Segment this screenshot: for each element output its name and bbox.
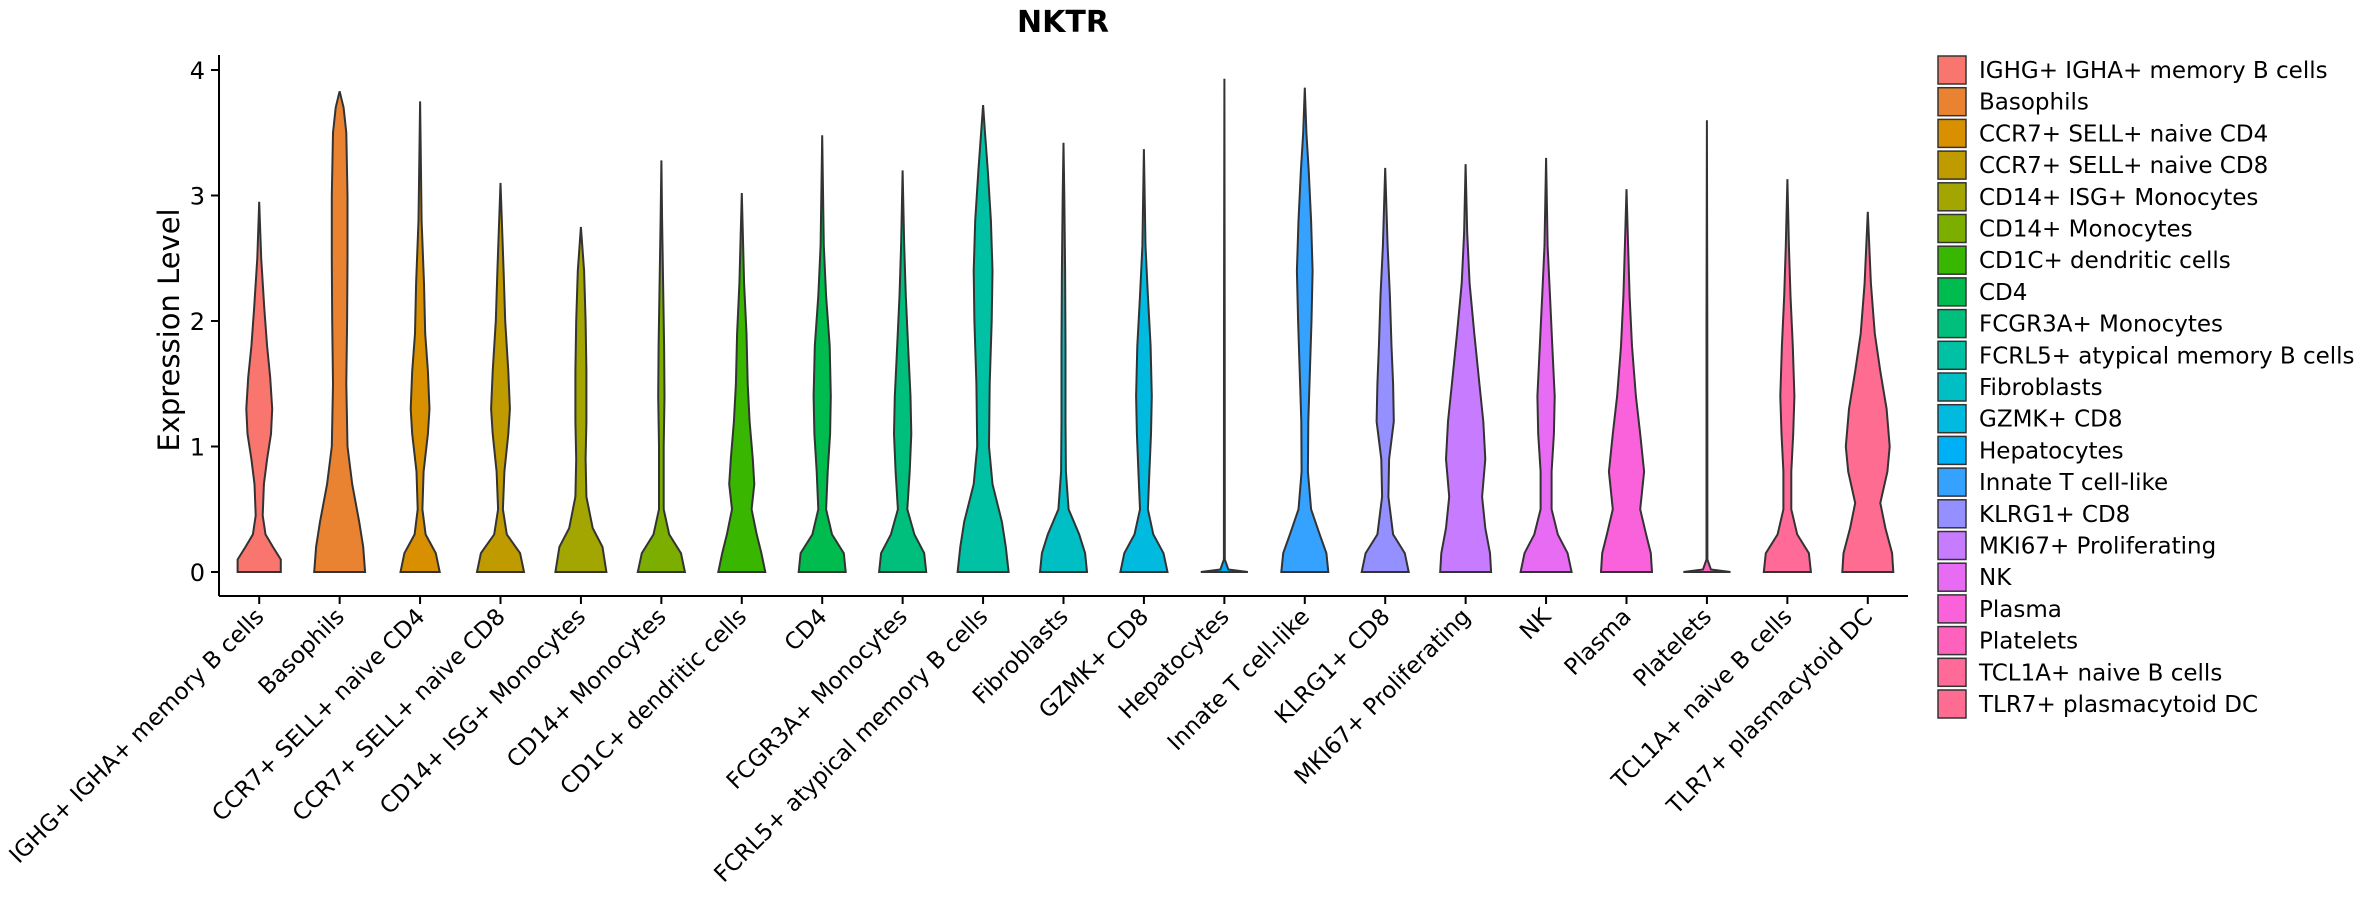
legend-label: CCR7+ SELL+ naive CD8	[1979, 153, 2268, 179]
legend-swatch	[1937, 689, 1967, 719]
legend-label: Plasma	[1979, 597, 2062, 623]
legend: IGHG+ IGHA+ memory B cells Basophils CCR7+…	[1937, 55, 2355, 719]
violin-group	[236, 78, 1895, 573]
legend-label: IGHG+ IGHA+ memory B cells	[1979, 58, 2328, 84]
legend-swatch	[1937, 467, 1967, 497]
legend-swatch	[1937, 245, 1967, 275]
violin-5	[554, 226, 608, 573]
legend-label: CD4	[1979, 280, 2027, 306]
legend-swatch	[1937, 118, 1967, 149]
y-axis: 0 1 2 3 4	[190, 55, 220, 596]
violin-16	[1439, 164, 1493, 573]
violin-10	[956, 105, 1010, 573]
legend-swatch	[1937, 594, 1967, 624]
chart-title: NKTR	[1017, 5, 1109, 40]
violin-21	[1841, 211, 1895, 573]
legend-swatch	[1937, 182, 1967, 212]
violin-7	[717, 192, 767, 573]
y-axis-label: Expression Level	[152, 208, 186, 451]
violin-14	[1280, 87, 1330, 573]
legend-label: KLRG1+ CD8	[1979, 502, 2130, 528]
y-tick-label: 2	[190, 308, 205, 336]
legend-swatch	[1937, 86, 1967, 117]
y-tick-label: 4	[190, 57, 205, 85]
legend-swatch	[1937, 530, 1967, 561]
legend-label: Basophils	[1979, 90, 2089, 116]
legend-swatch	[1937, 213, 1967, 244]
legend-label: FCRL5+ atypical memory B cells	[1979, 343, 2355, 369]
legend-swatch	[1937, 340, 1967, 371]
violin-19	[1683, 120, 1731, 573]
y-tick-label: 0	[190, 559, 205, 587]
x-tick-label: Innate T cell-like	[1163, 604, 1315, 756]
x-tick-label: CD14+ Monocytes	[502, 604, 671, 773]
violin-8	[797, 135, 847, 573]
legend-label: Hepatocytes	[1979, 438, 2124, 464]
legend-swatch	[1937, 150, 1967, 180]
violin-2	[313, 91, 367, 573]
violin-9	[877, 170, 928, 573]
legend-label: GZMK+ CD8	[1979, 407, 2123, 433]
x-tick-label: Plasma	[1560, 604, 1637, 681]
legend-swatch	[1937, 657, 1967, 688]
violin-15	[1360, 167, 1410, 573]
y-tick-label: 1	[190, 434, 205, 462]
legend-swatch	[1937, 55, 1967, 85]
legend-label: CD14+ ISG+ Monocytes	[1979, 185, 2258, 211]
legend-swatch	[1937, 403, 1967, 434]
violin-6	[636, 160, 687, 573]
legend-swatch	[1937, 372, 1967, 402]
violin-13	[1200, 78, 1249, 573]
x-tick-label: NK	[1515, 603, 1557, 645]
legend-swatch	[1937, 435, 1967, 466]
legend-label: MKI67+ Proliferating	[1979, 534, 2216, 560]
legend-label: TLR7+ plasmacytoid DC	[1978, 692, 2258, 718]
legend-label: Fibroblasts	[1979, 375, 2103, 401]
legend-swatch	[1937, 562, 1967, 592]
violin-18	[1599, 189, 1654, 573]
legend-swatch	[1937, 499, 1967, 529]
legend-swatch	[1937, 625, 1967, 656]
legend-swatch	[1937, 277, 1967, 307]
violin-4	[475, 182, 526, 573]
violin-3	[399, 101, 441, 573]
violin-17	[1519, 157, 1573, 573]
legend-label: Platelets	[1979, 629, 2078, 655]
violin-11	[1038, 142, 1089, 573]
legend-label: FCGR3A+ Monocytes	[1979, 312, 2223, 338]
legend-swatch	[1937, 308, 1967, 339]
legend-label: TCL1A+ naive B cells	[1978, 660, 2222, 686]
x-tick-label: IGHG+ IGHA+ memory B cells	[5, 604, 270, 869]
x-tick-label: CD4	[780, 604, 833, 657]
violin-20	[1762, 179, 1813, 573]
violin-1	[236, 201, 282, 573]
x-axis: IGHG+ IGHA+ memory B cellsBasophilsCCR7+…	[5, 595, 1908, 888]
y-tick-label: 3	[190, 183, 205, 211]
legend-label: CD1C+ dendritic cells	[1979, 248, 2231, 274]
legend-label: Innate T cell-like	[1979, 470, 2168, 496]
violin-12	[1119, 149, 1169, 573]
legend-label: NK	[1979, 565, 2012, 591]
legend-label: CCR7+ SELL+ naive CD4	[1979, 121, 2268, 147]
legend-label: CD14+ Monocytes	[1979, 217, 2193, 243]
